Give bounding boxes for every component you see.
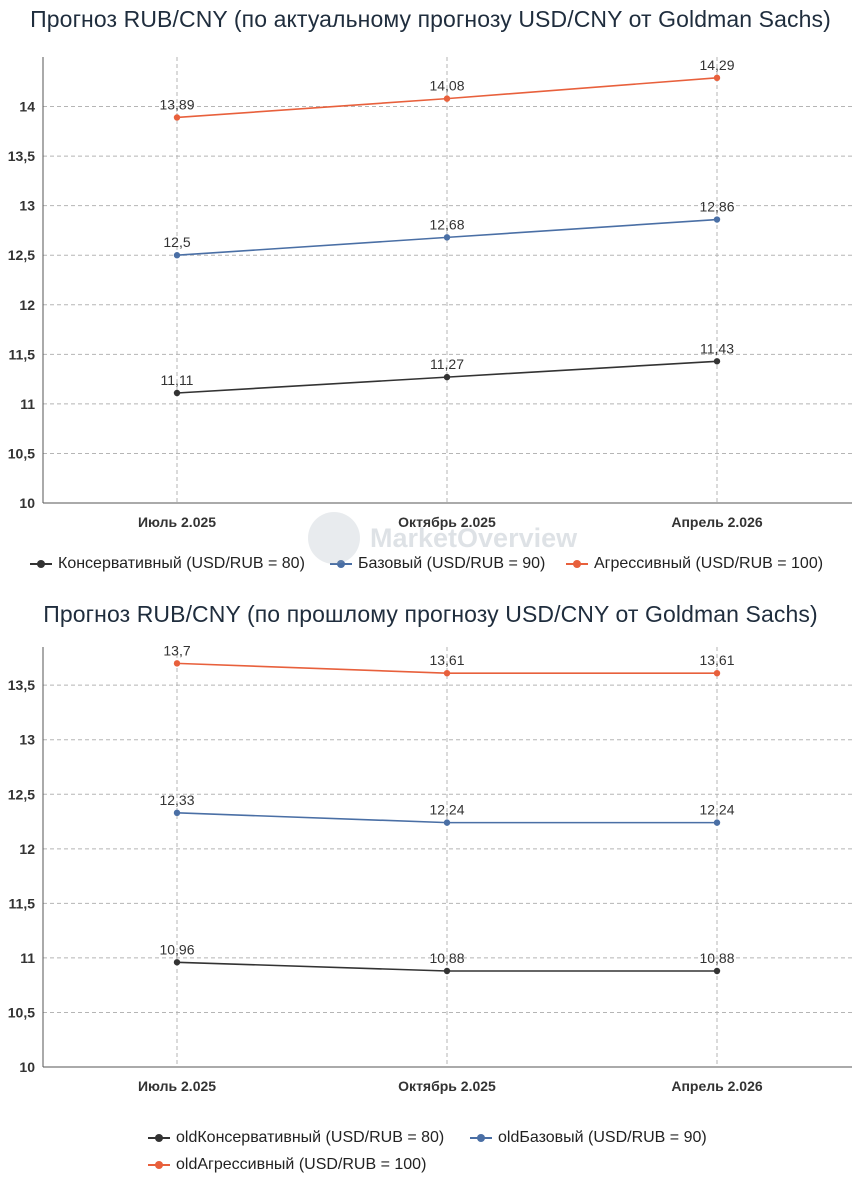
x-tick-label: Июль 2.025	[138, 1078, 216, 1094]
watermark-logo-icon	[308, 512, 360, 564]
chart-previous-forecast: Прогноз RUB/CNY (по прошлому прогнозу US…	[0, 595, 861, 1200]
data-label: 13,61	[699, 652, 734, 668]
y-tick-label: 11,5	[9, 895, 36, 911]
data-point	[713, 669, 721, 677]
data-label: 10,88	[699, 950, 734, 966]
data-label: 12,86	[699, 199, 734, 215]
data-label: 12,5	[163, 234, 190, 250]
y-tick-label: 10,5	[8, 445, 35, 461]
legend-item: oldАгрессивный (USD/RUB = 100)	[148, 1156, 426, 1174]
x-tick-label: Апрель 2.026	[671, 514, 763, 530]
y-tick-label: 13,5	[8, 148, 35, 164]
data-label: 10,96	[159, 941, 194, 957]
data-label: 13,61	[429, 652, 464, 668]
legend-marker-icon	[148, 1159, 170, 1171]
data-point	[713, 819, 721, 826]
x-tick-label: Октябрь 2.025	[398, 514, 496, 530]
data-point	[173, 809, 181, 817]
x-tick-label: Апрель 2.026	[671, 1078, 763, 1094]
y-tick-label: 12,5	[8, 786, 35, 802]
y-tick-label: 11,5	[9, 346, 36, 362]
chart-title: Прогноз RUB/CNY (по прошлому прогнозу US…	[43, 601, 818, 627]
y-tick-label: 14	[19, 99, 35, 115]
y-tick-label: 13	[19, 198, 35, 214]
data-label: 12,33	[159, 792, 194, 808]
legend-label: oldКонсервативный (USD/RUB = 80)	[176, 1129, 445, 1146]
data-label: 12,68	[429, 216, 464, 232]
chart-current-forecast: Прогноз RUB/CNY (по актуальному прогнозу…	[0, 0, 861, 595]
data-point	[443, 95, 451, 102]
data-label: 13,7	[163, 642, 190, 658]
legend-marker-icon	[30, 558, 52, 570]
y-tick-label: 13,5	[8, 677, 35, 693]
legend-label: oldБазовый (USD/RUB = 90)	[498, 1129, 707, 1146]
legend-item: Агрессивный (USD/RUB = 100)	[566, 555, 823, 573]
legend-item: Базовый (USD/RUB = 90)	[330, 555, 545, 573]
data-point	[713, 74, 721, 82]
data-point	[443, 819, 451, 826]
watermark: MarketOverview	[308, 512, 577, 564]
y-tick-label: 10	[19, 1059, 35, 1075]
y-tick-label: 11	[20, 396, 35, 412]
data-point	[173, 389, 181, 397]
legend-marker-icon	[566, 558, 588, 570]
y-tick-label: 12	[19, 841, 35, 857]
x-tick-label: Октябрь 2.025	[398, 1078, 496, 1094]
y-tick-label: 13	[19, 732, 35, 748]
data-label: 11,11	[161, 372, 194, 388]
chart-plot: 10 10,5 11 11,5 12 12,5 13 13,5 14 Июль 2.025 Октя…	[8, 57, 852, 530]
chart-title: Прогноз RUB/CNY (по актуальному прогнозу…	[30, 6, 831, 32]
data-point	[173, 959, 181, 966]
data-point	[713, 967, 721, 975]
legend-marker-icon	[470, 1132, 492, 1144]
data-point	[713, 358, 721, 365]
data-point	[173, 660, 181, 667]
data-label: 12,24	[429, 802, 464, 818]
y-tick-label: 10,5	[8, 1004, 35, 1020]
legend-label: Консервативный (USD/RUB = 80)	[58, 555, 305, 572]
legend-item: Консервативный (USD/RUB = 80)	[30, 555, 305, 573]
data-point	[443, 373, 451, 381]
data-label: 13,89	[159, 96, 194, 112]
data-label: 12,24	[699, 802, 734, 818]
y-tick-label: 12	[19, 297, 35, 313]
data-point	[713, 216, 721, 223]
y-tick-label: 12,5	[8, 247, 35, 263]
data-point	[173, 252, 181, 259]
y-tick-label: 10	[19, 495, 35, 511]
data-label: 11,43	[700, 340, 734, 356]
data-label: 14,08	[429, 78, 464, 94]
watermark-text: MarketOverview	[370, 522, 578, 553]
legend-label: Базовый (USD/RUB = 90)	[358, 555, 546, 572]
data-point	[173, 114, 181, 121]
data-point	[443, 967, 451, 975]
legend-item: oldКонсервативный (USD/RUB = 80)	[148, 1129, 444, 1147]
y-tick-label: 11	[20, 950, 35, 966]
data-label: 14,29	[699, 57, 734, 73]
legend-label: oldАгрессивный (USD/RUB = 100)	[176, 1156, 427, 1173]
data-point	[443, 669, 451, 677]
chart-plot: 10 10,5 11 11,5 12 12,5 13 13,5 Июль 2.025 Октябр…	[8, 642, 852, 1094]
data-label: 10,88	[429, 950, 464, 966]
data-point	[443, 234, 451, 241]
data-label: 11,27	[430, 356, 464, 372]
legend-marker-icon	[330, 558, 352, 570]
legend-label: Агрессивный (USD/RUB = 100)	[594, 555, 824, 572]
legend-item: oldБазовый (USD/RUB = 90)	[470, 1129, 707, 1147]
legend-marker-icon	[148, 1132, 170, 1144]
x-tick-label: Июль 2.025	[138, 514, 216, 530]
